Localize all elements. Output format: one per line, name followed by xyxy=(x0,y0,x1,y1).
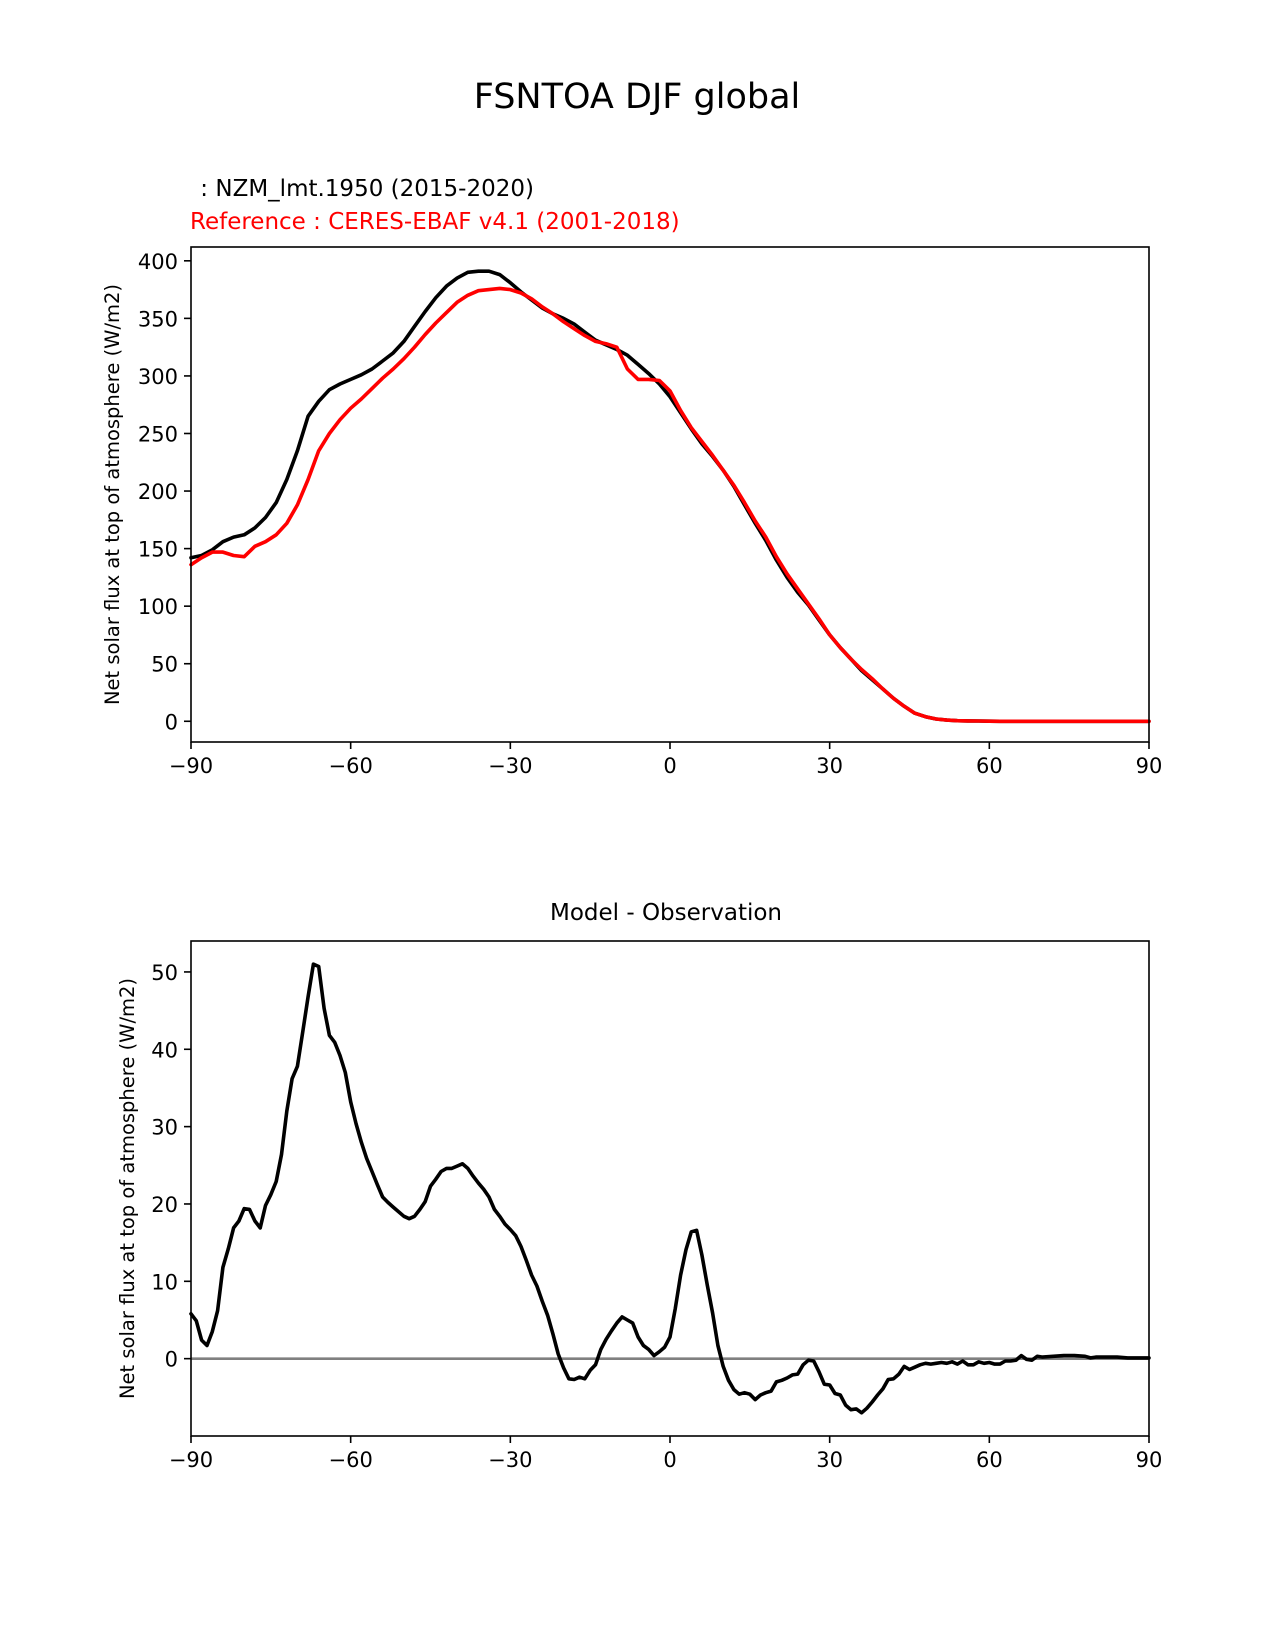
diff-chart-panel: −90 −60 −30 0 30 60 90 0 10 20 30 40 50 Net solar flu… xyxy=(116,940,1163,1472)
series-line-model-observation xyxy=(189,962,1151,1415)
x-tick-label: −30 xyxy=(488,754,532,778)
y-tick-label: 250 xyxy=(138,422,178,446)
y-tick-label: 0 xyxy=(165,710,178,734)
figure-title: FSNTOA DJF global xyxy=(474,77,801,117)
y-tick-label: 20 xyxy=(151,1193,178,1217)
x-tick-label: −90 xyxy=(169,1448,213,1472)
y-tick-label: 150 xyxy=(138,538,178,562)
x-tick-label: −90 xyxy=(169,754,213,778)
x-tick-label: −30 xyxy=(488,1448,532,1472)
y-axis-label: Net solar flux at top of atmosphere (W/m… xyxy=(116,978,139,1399)
y-axis-label: Net solar flux at top of atmosphere (W/m… xyxy=(101,284,124,705)
x-tick-label: 60 xyxy=(976,754,1003,778)
x-tick-label: 30 xyxy=(816,1448,843,1472)
diff-chart-title: Model - Observation xyxy=(550,900,782,926)
plot-frame xyxy=(190,246,1150,743)
top-chart-panel: −90 −60 −30 0 30 60 90 0 50 100 150 200 250 300 350 400… xyxy=(101,246,1163,778)
y-tick-label: 400 xyxy=(138,250,178,274)
y-tick-label: 40 xyxy=(151,1038,178,1062)
x-tick-label: 90 xyxy=(1136,754,1163,778)
x-tick-label: 0 xyxy=(663,754,676,778)
test-legend-label: : NZM_lmt.1950 (2015-2020) xyxy=(193,176,534,202)
y-tick-label: 50 xyxy=(151,961,178,985)
x-tick-label: −60 xyxy=(329,1448,373,1472)
x-tick-label: −60 xyxy=(329,754,373,778)
series-line-nzm-lmt-1950 xyxy=(189,269,1151,724)
y-tick-label: 30 xyxy=(151,1116,178,1140)
y-tick-label: 100 xyxy=(138,595,178,619)
y-tick-label: 200 xyxy=(138,480,178,504)
y-tick-label: 350 xyxy=(138,307,178,331)
y-tick-label: 0 xyxy=(165,1348,178,1372)
y-tick-label: 50 xyxy=(151,653,178,677)
x-tick-label: 0 xyxy=(663,1448,676,1472)
x-tick-label: 60 xyxy=(976,1448,1003,1472)
reference-legend-label: Reference : CERES-EBAF v4.1 (2001-2018) xyxy=(190,209,680,235)
x-tick-label: 30 xyxy=(816,754,843,778)
x-tick-label: 90 xyxy=(1136,1448,1163,1472)
y-tick-label: 300 xyxy=(138,365,178,389)
y-tick-label: 10 xyxy=(151,1270,178,1294)
series-line-ceres-ebaf-v4-1 xyxy=(189,286,1151,724)
